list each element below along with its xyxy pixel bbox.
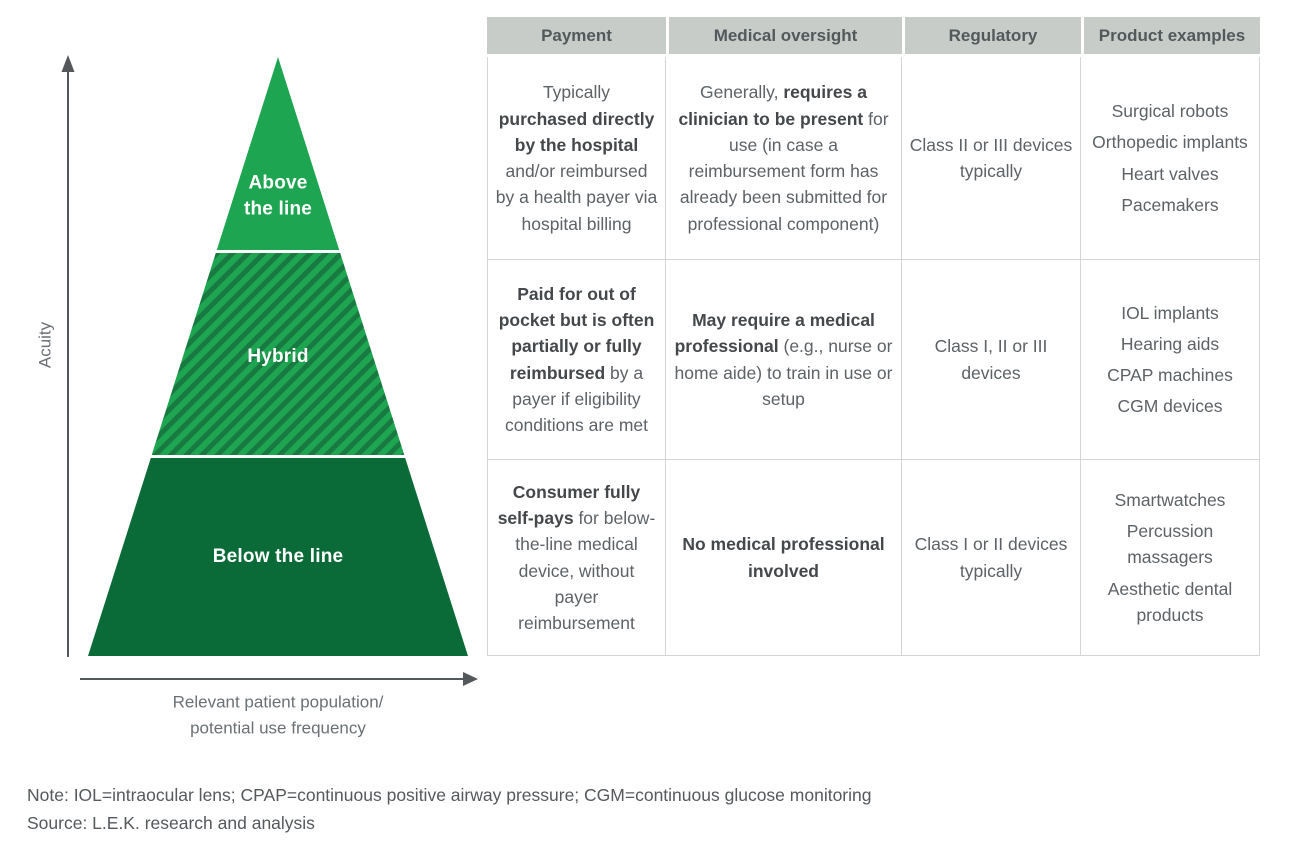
column-header-payment: Payment (487, 17, 666, 57)
comparison-table: Payment Medical oversight Regulatory Pro… (487, 17, 1260, 656)
column-header-regulatory: Regulatory (902, 17, 1081, 57)
table-cell-oversight-hybrid: May require a medical professional (e.g.… (666, 260, 902, 460)
pyramid-tier-below-the-line (88, 458, 468, 656)
y-axis-arrow-icon (61, 55, 75, 72)
pyramid-figure (61, 55, 478, 686)
y-axis-label: Acuity (35, 321, 55, 369)
pyramid-tier-hybrid (151, 253, 405, 455)
tier-label-above-the-line: Above the line (243, 172, 313, 219)
table-cell-products-hybrid: IOL implants Hearing aids CPAP machines CGM… (1081, 260, 1260, 460)
x-axis-arrow-icon (463, 672, 478, 686)
footnotes: Note: IOL=intraocular lens; CPAP=continu… (27, 781, 871, 837)
x-axis-label: Relevant patient population/ potential u… (172, 692, 384, 738)
table-cell-payment-hybrid: Paid for out of pocket but is often part… (487, 260, 666, 460)
x-axis (80, 672, 478, 686)
table-cell-regulatory-below: Class I or II devices typically (902, 460, 1081, 656)
table-cell-products-above: Surgical robots Orthopedic implants Heart … (1081, 57, 1260, 260)
column-header-product-examples: Product examples (1081, 17, 1260, 57)
table-cell-oversight-above: Generally, requires a clinician to be pr… (666, 57, 902, 260)
table-cell-products-below: Smartwatches Percussion massagers Aestheti… (1081, 460, 1260, 656)
pyramid-tier-above-the-line (216, 57, 340, 250)
table-cell-oversight-below: No medical professional involved (666, 460, 902, 656)
source-text: Source: L.E.K. research and analysis (27, 813, 315, 833)
table-cell-regulatory-hybrid: Class I, II or III devices (902, 260, 1081, 460)
tier-label-hybrid: Hybrid (247, 346, 309, 368)
note-text: Note: IOL=intraocular lens; CPAP=continu… (27, 785, 872, 805)
table-cell-payment-above: Typically purchased directly by the hosp… (487, 57, 666, 260)
table-cell-regulatory-above: Class II or III devices typically (902, 57, 1081, 260)
table-cell-payment-below: Consumer fully self-pays for below-the-l… (487, 460, 666, 656)
column-header-medical-oversight: Medical oversight (666, 17, 902, 57)
y-axis (61, 55, 75, 657)
tier-label-below-the-line: Below the line (212, 546, 344, 568)
